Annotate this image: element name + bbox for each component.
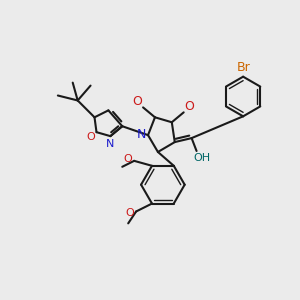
Text: O: O — [124, 154, 133, 164]
Text: N: N — [106, 139, 115, 149]
Text: O: O — [132, 95, 142, 108]
Text: N: N — [136, 128, 146, 141]
Text: O: O — [126, 208, 135, 218]
Text: O: O — [185, 100, 195, 113]
Text: Br: Br — [236, 61, 250, 74]
Text: O: O — [86, 132, 95, 142]
Text: OH: OH — [193, 153, 210, 163]
